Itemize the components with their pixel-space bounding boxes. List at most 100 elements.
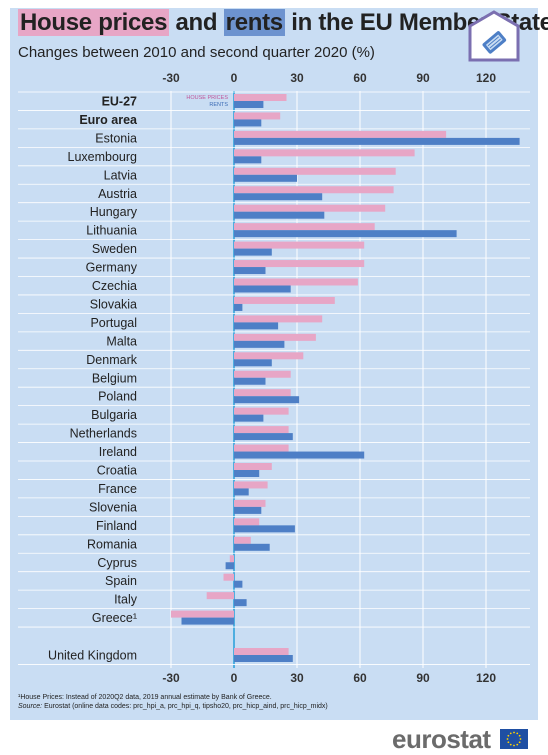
bar-rents (234, 655, 293, 662)
eu-flag-icon (500, 729, 528, 749)
source-note: Source: Eurostat (online data codes: prc… (18, 703, 328, 710)
tick-label-bottom: 90 (416, 671, 430, 685)
source-label: Source: (18, 703, 43, 710)
bar-rents (234, 211, 325, 219)
bar-house-prices (234, 167, 396, 175)
bar-house-prices (234, 186, 394, 194)
tick-label-top: 0 (231, 71, 238, 85)
category-label: Greece¹ (92, 611, 137, 625)
bar-rents (234, 377, 266, 385)
tick-label-top: 90 (416, 71, 430, 85)
bar-rents (234, 396, 300, 404)
category-label: Bulgaria (91, 408, 137, 422)
category-label: Cyprus (97, 556, 137, 570)
bar-rents (234, 488, 249, 496)
eu-star (513, 731, 515, 734)
bar-rents (234, 156, 262, 164)
bar-house-prices (223, 573, 234, 581)
category-label: EU-27 (102, 95, 137, 109)
bar-house-prices (234, 407, 289, 415)
eu-star (516, 732, 519, 735)
bar-house-prices (234, 518, 260, 526)
title-and: and (169, 9, 224, 36)
category-label: Poland (98, 390, 137, 404)
category-label: Italy (114, 593, 138, 607)
bar-rents (234, 230, 457, 238)
category-label: France (98, 482, 137, 496)
category-label: Croatia (97, 464, 137, 478)
eu-star (516, 743, 519, 746)
bar-rents (234, 137, 520, 145)
category-label: Czechia (92, 279, 137, 293)
bar-rents (234, 414, 264, 422)
category-label: Belgium (92, 371, 137, 385)
bar-rents (234, 451, 365, 459)
eu-star (507, 734, 510, 737)
source-text: Eurostat (online data codes: prc_hpi_a, … (42, 703, 328, 710)
tick-label-top: 120 (476, 71, 496, 85)
eu-star (509, 732, 512, 735)
bar-house-prices (234, 296, 335, 304)
category-label: Spain (105, 574, 137, 588)
category-label: Finland (96, 519, 137, 533)
bar-rents (234, 119, 262, 127)
eu-star (519, 738, 522, 740)
footnote: ¹House Prices: Instead of 2020Q2 data, 2… (18, 694, 272, 701)
category-label: Luxembourg (68, 150, 138, 164)
category-label: Estonia (95, 131, 137, 145)
category-label: Malta (106, 334, 137, 348)
bar-house-prices (234, 241, 365, 249)
category-label: Ireland (99, 445, 137, 459)
bar-rents (234, 101, 264, 108)
bar-house-prices (234, 370, 291, 378)
tick-label-top: -30 (162, 71, 180, 85)
tick-label-top: 60 (353, 71, 367, 85)
bar-house-prices (234, 648, 289, 655)
tick-label-bottom: 120 (476, 671, 496, 685)
category-label: Sweden (92, 242, 137, 256)
tick-label-bottom: 30 (290, 671, 304, 685)
category-label: Germany (86, 261, 138, 275)
tick-label-bottom: -30 (162, 671, 180, 685)
legend-house-prices: HOUSE PRICES (186, 95, 228, 101)
eu-star (513, 744, 515, 747)
bar-house-prices (234, 149, 415, 157)
bar-rents (234, 580, 243, 588)
bar-house-prices (234, 426, 289, 434)
bar-rents (234, 359, 272, 367)
bar-rents (234, 506, 262, 514)
eurostat-logo: eurostat (392, 724, 491, 754)
bar-house-prices (234, 389, 291, 397)
category-label: Denmark (86, 353, 137, 367)
bar-rents (234, 543, 270, 551)
tick-label-bottom: 0 (231, 671, 238, 685)
bar-rents (234, 470, 260, 477)
bar-rents (234, 340, 285, 348)
bar-house-prices (234, 260, 365, 268)
bar-house-prices (234, 499, 266, 507)
bar-house-prices (234, 444, 289, 452)
bar-house-prices (234, 204, 386, 212)
category-label: Netherlands (70, 427, 137, 441)
category-label: Slovenia (89, 500, 137, 514)
eu-star (518, 734, 521, 737)
bar-rents (234, 248, 272, 256)
eu-star (507, 741, 510, 744)
category-label: Slovakia (90, 297, 137, 311)
bar-house-prices (234, 278, 358, 286)
bar-house-prices (234, 315, 323, 323)
bar-house-prices (206, 592, 234, 600)
house-tag-icon (468, 10, 520, 62)
category-label: Austria (98, 187, 137, 201)
bar-rents (234, 525, 295, 533)
bar-rents (234, 193, 323, 201)
bar-rents (234, 433, 293, 441)
bar-rents (234, 322, 279, 330)
bar-house-prices (234, 333, 316, 341)
eu-star (506, 738, 509, 740)
chart-panel (10, 8, 538, 720)
bar-house-prices (234, 352, 304, 360)
category-label: Latvia (104, 168, 137, 182)
bar-rents (234, 267, 266, 275)
